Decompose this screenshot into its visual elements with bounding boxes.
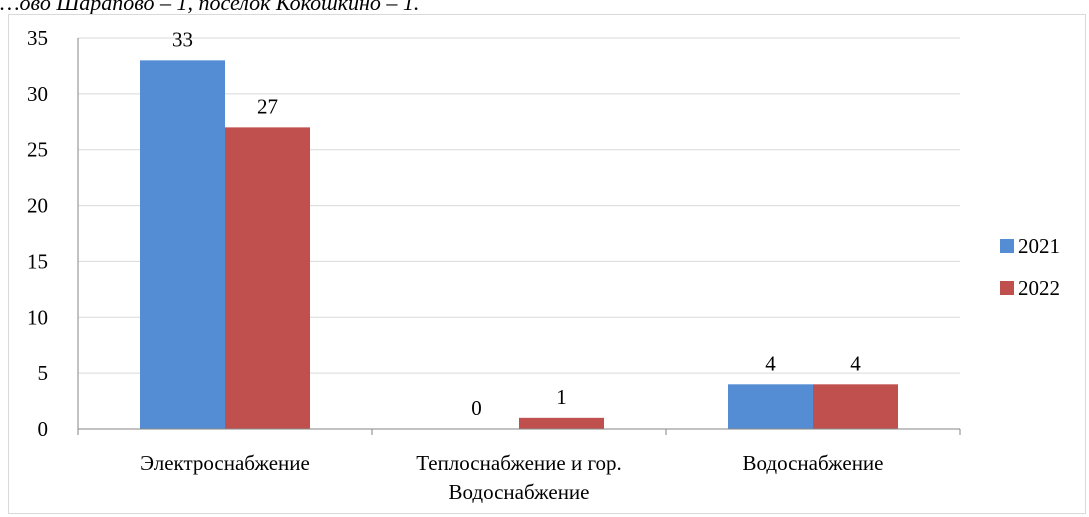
y-tick-label-0: 0	[38, 417, 49, 441]
legend-swatch-2021	[1000, 239, 1014, 253]
legend-item-2021: 2021	[1000, 232, 1060, 260]
data-label-2022-1: 1	[556, 385, 567, 409]
data-label-2022-0: 27	[257, 94, 278, 118]
y-tick-label-10: 10	[27, 305, 48, 329]
bars	[140, 60, 898, 429]
y-tick-label-30: 30	[27, 82, 48, 106]
x-category-label-0-0: Электроснабжение	[140, 451, 310, 475]
y-tick-label-20: 20	[27, 194, 48, 218]
y-tick-label-35: 35	[27, 26, 48, 50]
legend-swatch-2022	[1000, 281, 1014, 295]
legend: 2021 2022	[1000, 232, 1060, 316]
bar-2022-2	[813, 384, 898, 429]
legend-label-2022: 2022	[1018, 275, 1060, 300]
x-category-label-1-1: Водоснабжение	[448, 480, 589, 504]
bar-2022-1	[519, 417, 604, 429]
bar-2022-0	[225, 127, 310, 429]
y-tick-label-5: 5	[38, 361, 49, 385]
x-category-label-2-0: Водоснабжение	[742, 451, 883, 475]
data-labels: 33 27 0 1 4 4	[172, 27, 861, 420]
data-label-2022-2: 4	[850, 351, 861, 375]
bar-2021-0	[140, 60, 225, 429]
y-tick-label-25: 25	[27, 138, 48, 162]
data-label-2021-2: 4	[765, 351, 776, 375]
bar-2021-2	[728, 384, 813, 429]
legend-label-2021: 2021	[1018, 233, 1060, 258]
legend-item-2022: 2022	[1000, 274, 1060, 302]
preceding-text-line: …ово Шарапово – 1, поселок Кокошкино – 1…	[0, 0, 420, 15]
x-category-label-1-0: Теплоснабжение и гор.	[416, 451, 622, 475]
data-label-2021-0: 33	[172, 27, 193, 51]
y-tick-label-15: 15	[27, 249, 48, 273]
data-label-2021-1: 0	[471, 396, 482, 420]
